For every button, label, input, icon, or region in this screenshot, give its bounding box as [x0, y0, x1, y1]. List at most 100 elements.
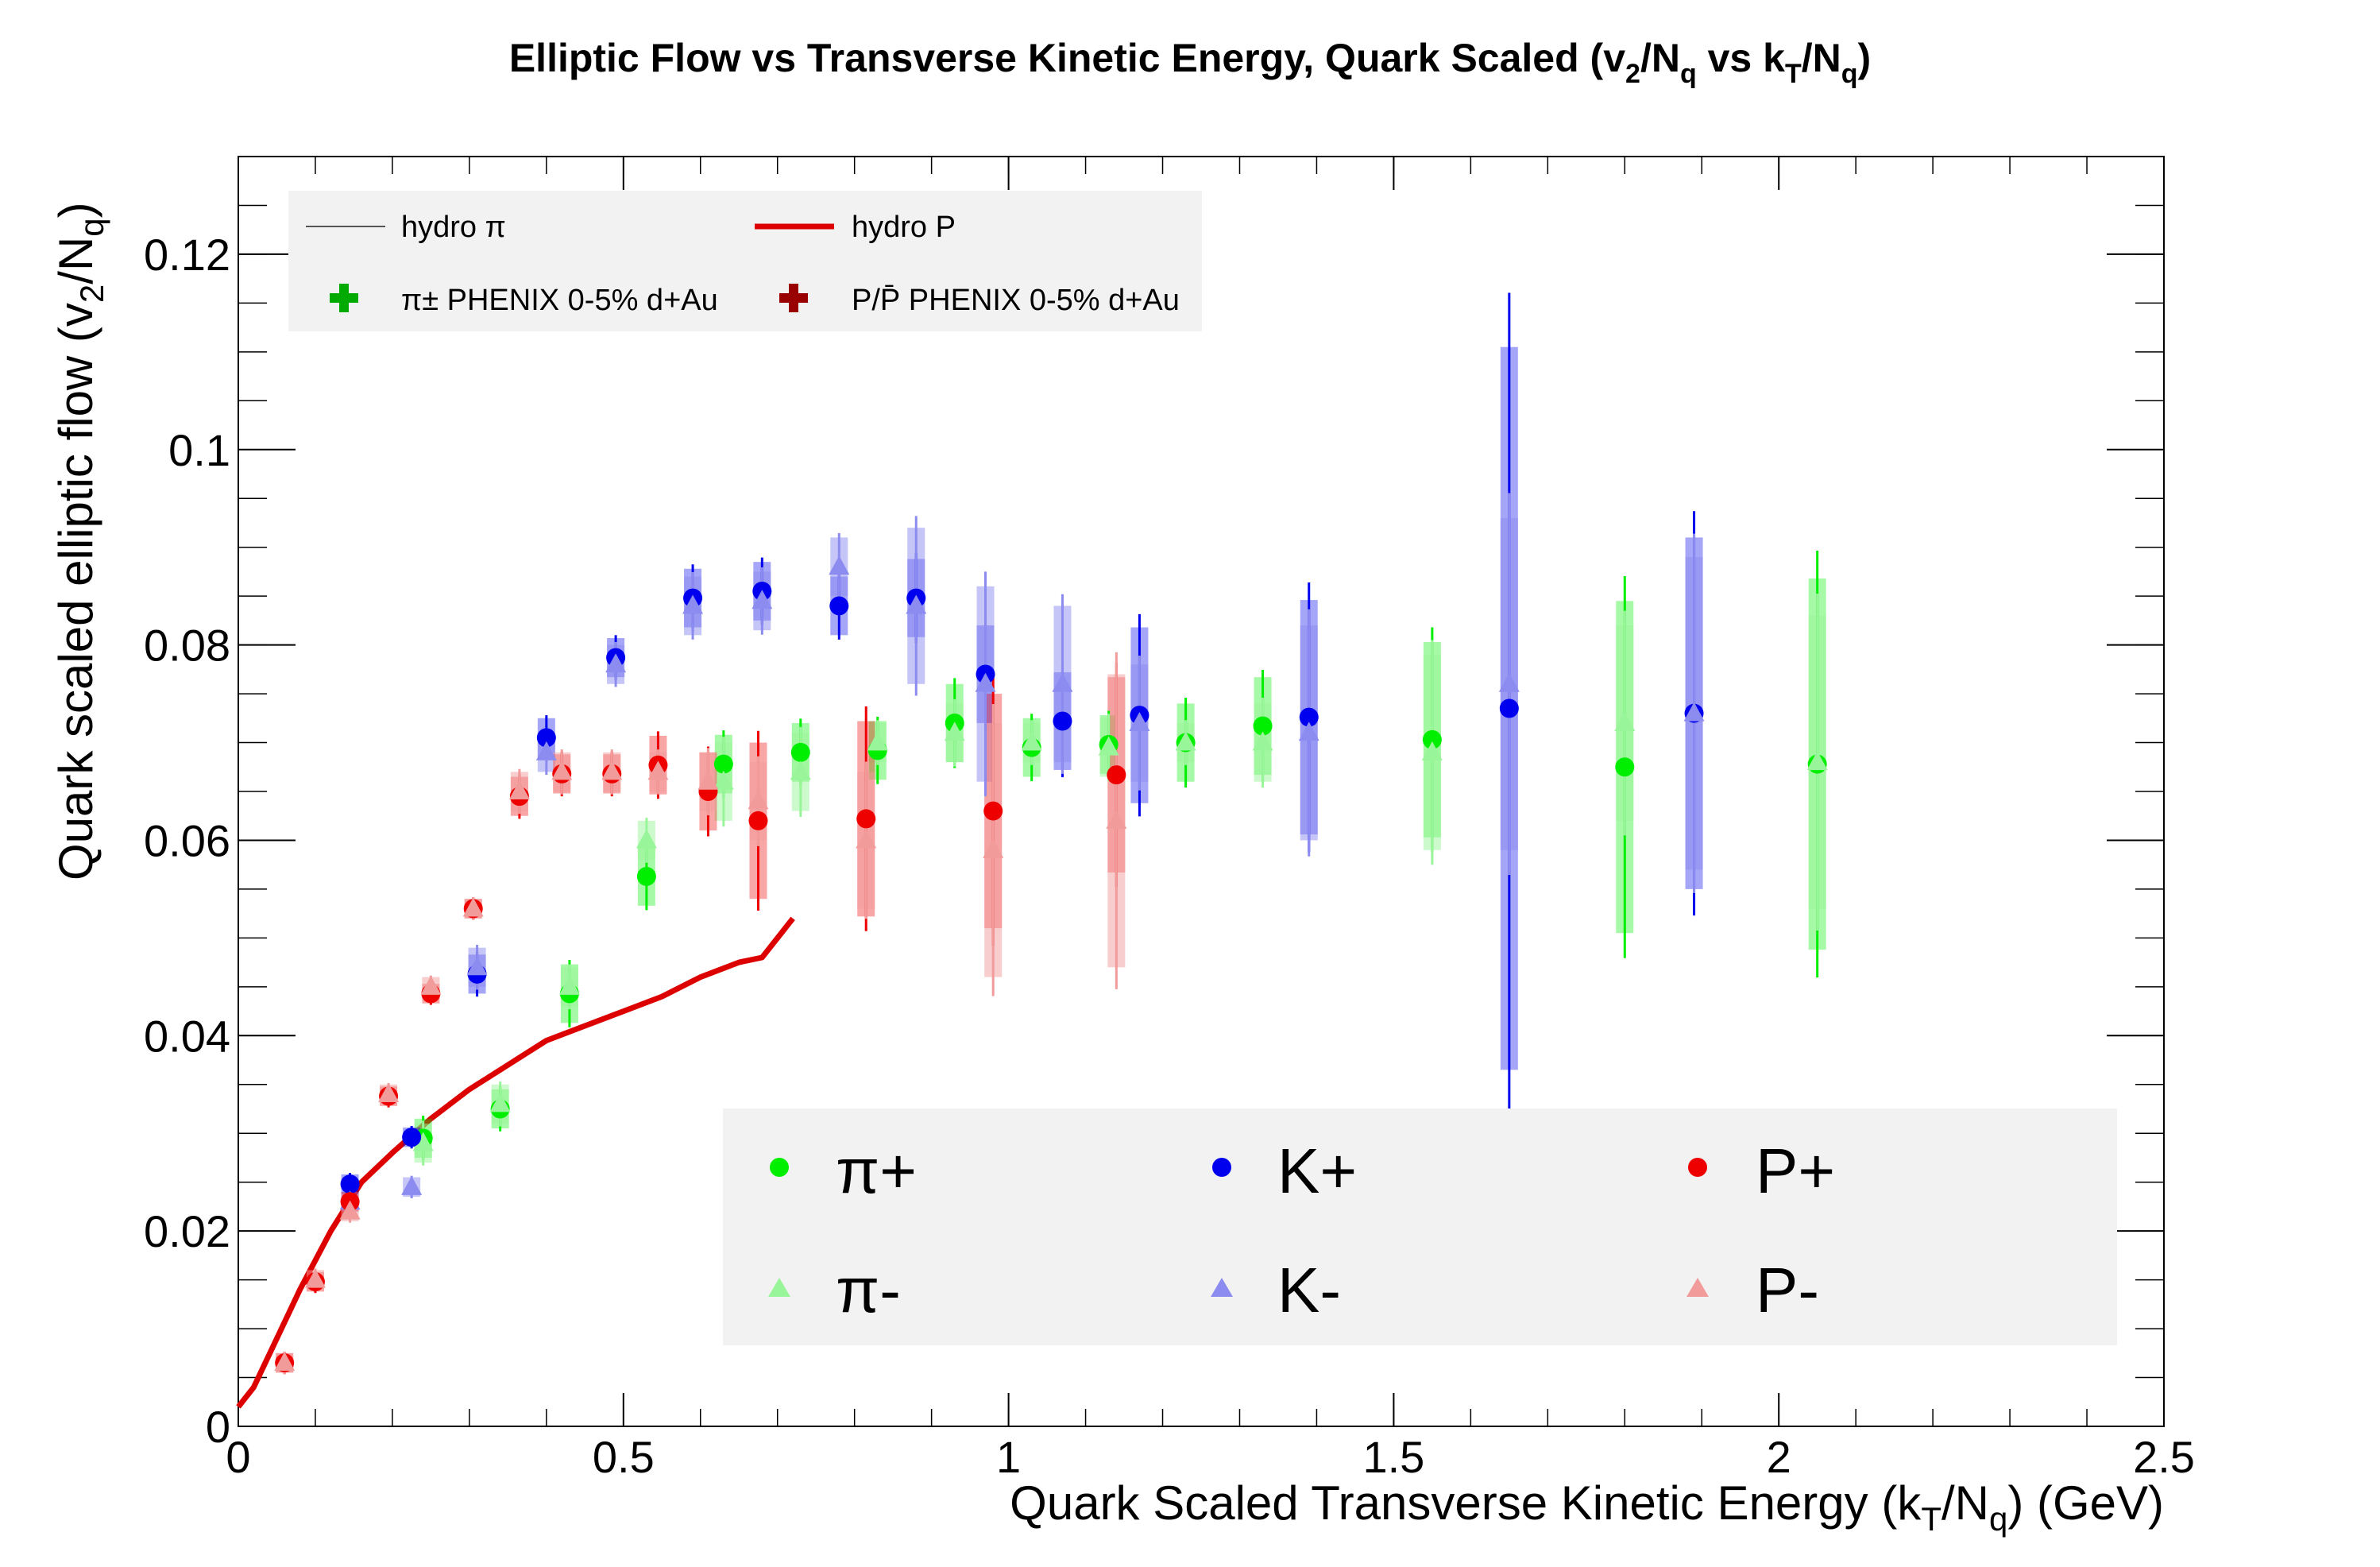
- legend-p-plus-label: P+: [1756, 1136, 1835, 1206]
- legend-p-phenix-label: P/P̄ PHENIX 0-5% d+Au: [852, 284, 1180, 317]
- p-minus-point: [1106, 809, 1127, 829]
- k-minus-point: [682, 594, 704, 614]
- p-minus-point: [551, 760, 573, 780]
- pi-minusplus-point: [1615, 757, 1635, 777]
- pi-minus-point: [1252, 731, 1273, 751]
- p-minus-point: [601, 760, 623, 780]
- legend-top: hydro π hydro P π± PHENIX 0-5% d+Au P/P̄…: [288, 191, 1202, 331]
- pi-minus-point: [944, 722, 965, 741]
- k-minus-point: [1052, 672, 1073, 692]
- p-minusplus-point: [1107, 765, 1126, 785]
- y-tick-label: 0: [206, 1402, 230, 1452]
- k-minus-point: [401, 1175, 423, 1195]
- p-minus-point: [748, 790, 769, 810]
- k-minus-point: [1129, 711, 1150, 731]
- x-tick-label: 2.5: [2133, 1432, 2195, 1482]
- pi-minus-point: [558, 975, 580, 995]
- y-tick-label: 0.1: [168, 425, 230, 475]
- y-tick-label: 0.12: [144, 230, 230, 280]
- legend-pi-minus-marker: [768, 1278, 790, 1297]
- p-minusplus-point: [983, 801, 1003, 821]
- pi-minusplus-point: [1253, 716, 1273, 736]
- p-minus-point: [339, 1200, 361, 1220]
- k-minusplus-point: [340, 1174, 360, 1194]
- legend-hydro-pi-label: hydro π: [401, 211, 506, 244]
- legend-pi-phenix-cross: [330, 284, 358, 312]
- legend-pi-phenix-label: π± PHENIX 0-5% d+Au: [401, 284, 718, 317]
- pi-minus-point: [1175, 731, 1196, 751]
- p-minus-point: [274, 1352, 296, 1372]
- pi-minus-point: [713, 770, 734, 790]
- k-minus-point: [751, 590, 773, 609]
- k-minus-point: [1683, 702, 1705, 722]
- legend-k-plus-label: K+: [1277, 1136, 1357, 1206]
- p-minus-point: [856, 829, 877, 849]
- pi-minus-point: [790, 760, 811, 780]
- hydro-p-curve: [236, 916, 795, 1409]
- pi-minusplus-point: [1422, 729, 1442, 749]
- y-tick-label: 0.06: [144, 815, 230, 865]
- legend-pi-plus-label: π+: [836, 1136, 917, 1206]
- legend-hydro-p-label: hydro P: [852, 211, 956, 244]
- p-minus-point: [647, 760, 669, 780]
- k-minus-point: [1498, 672, 1520, 692]
- pi-minusplus-point: [713, 754, 733, 774]
- x-tick-label: 1.5: [1362, 1432, 1424, 1482]
- pi-minusplus-point: [790, 742, 810, 762]
- legend-k-minus-label: K-: [1277, 1255, 1341, 1325]
- x-tick-label: 0: [226, 1432, 250, 1482]
- k-minus-point: [975, 672, 996, 692]
- legend-top-background: [288, 191, 1202, 331]
- legend-bottom-background: [723, 1109, 2117, 1345]
- legend-pi-minus-label: π-: [836, 1255, 901, 1325]
- legend-k-plus-marker: [1212, 1158, 1231, 1177]
- k-minusplus-point: [1299, 707, 1319, 727]
- k-minusplus-point: [1053, 711, 1072, 731]
- legend-p-phenix-cross: [779, 284, 808, 312]
- x-tick-label: 1: [996, 1432, 1021, 1482]
- legend-p-plus-marker: [1688, 1158, 1707, 1177]
- p-minus-point: [508, 780, 530, 799]
- k-minus-point: [605, 653, 627, 673]
- p-minus-point: [983, 838, 1004, 858]
- y-tick-label: 0.02: [144, 1206, 230, 1256]
- x-tick-label: 0.5: [593, 1432, 655, 1482]
- p-minus-point: [378, 1083, 400, 1103]
- pi-minus-point: [1098, 736, 1119, 756]
- pi-minus-point: [636, 829, 657, 849]
- k-minusplus-point: [536, 728, 556, 748]
- k-minus-point: [466, 956, 488, 976]
- pi-minus-point: [867, 731, 888, 751]
- pi-minus-point: [1614, 711, 1636, 731]
- legend-pi-plus-marker: [770, 1158, 789, 1177]
- pi-minus-point: [489, 1093, 511, 1112]
- k-minusplus-point: [1499, 698, 1519, 718]
- p-minus-point: [462, 897, 484, 917]
- pi-minus-point: [1021, 731, 1042, 751]
- y-axis-label: Quark scaled elliptic flow (v2/Nq): [49, 202, 110, 880]
- p-minus-point: [304, 1268, 326, 1288]
- k-minus-point: [829, 555, 850, 575]
- p-minusplus-point: [748, 811, 768, 830]
- k-minus-point: [1298, 722, 1319, 741]
- pi-minusplus-point: [636, 866, 656, 886]
- x-tick-label: 2: [1767, 1432, 1791, 1482]
- legend-k-minus-marker: [1211, 1278, 1233, 1297]
- legend-p-minus-label: P-: [1756, 1255, 1819, 1325]
- legend-bottom: π+ K+ P+ π- K- P-: [723, 1109, 2117, 1345]
- y-tick-label: 0.04: [144, 1011, 230, 1061]
- x-axis-label: Quark Scaled Transverse Kinetic Energy (…: [1010, 1476, 2164, 1538]
- pi-minus-point: [1806, 751, 1828, 771]
- p-minusplus-point: [856, 809, 876, 829]
- y-tick-label: 0.08: [144, 621, 230, 671]
- k-minusplus-point: [829, 596, 849, 616]
- k-minusplus-point: [402, 1128, 422, 1147]
- p-minus-point: [697, 770, 719, 790]
- k-minus-point: [906, 594, 927, 614]
- pi-minus-point: [1421, 741, 1443, 760]
- p-minus-point: [420, 975, 442, 995]
- chart-title: Elliptic Flow vs Transverse Kinetic Ener…: [509, 36, 1871, 89]
- pi-minus-point: [412, 1132, 434, 1151]
- k-minus-point: [535, 741, 557, 760]
